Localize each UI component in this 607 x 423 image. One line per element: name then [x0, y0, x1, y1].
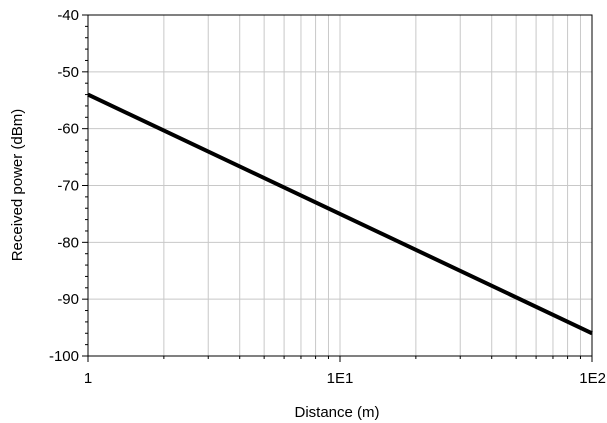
series-layer [87, 92, 593, 336]
y-axis-label: Received power (dBm) [9, 109, 26, 262]
grid [88, 15, 592, 356]
y-tick-label: -50 [57, 64, 79, 81]
y-tick-label: -60 [57, 121, 79, 138]
x-tick-label: 1E2 [579, 370, 606, 387]
y-tick-label: -90 [57, 291, 79, 308]
y-tick-label: -70 [57, 178, 79, 195]
received-power-line [87, 92, 593, 336]
x-tick-label: 1E1 [327, 370, 354, 387]
x-tick-label: 1 [84, 370, 92, 387]
y-tick-label: -80 [57, 234, 79, 251]
axes [82, 14, 593, 362]
tick-labels: -40 -50 -60 -70 -80 -90 -100 1 1E1 1E2 [49, 7, 606, 387]
y-tick-label: -40 [57, 7, 79, 24]
x-axis-label: Distance (m) [294, 404, 379, 421]
y-tick-label: -100 [49, 348, 79, 365]
